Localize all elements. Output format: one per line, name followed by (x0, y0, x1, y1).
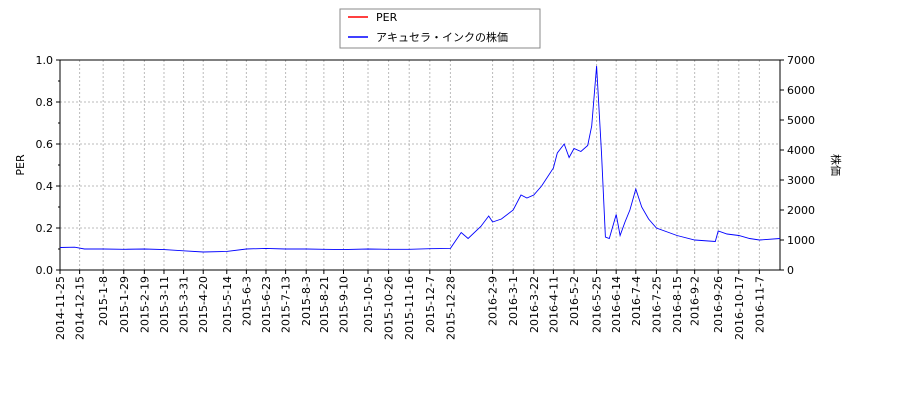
x-tick-label: 2015-1-29 (118, 276, 131, 333)
x-tick-label: 2016-3-1 (507, 276, 520, 326)
x-tick-label: 2015-3-11 (158, 276, 171, 333)
right-tick-label: 4000 (787, 144, 815, 157)
left-tick-label: 0.4 (36, 180, 54, 193)
right-axis-label: 株価 (829, 154, 843, 176)
left-axis: 0.0 0.2 0.4 0.6 0.8 1.0 (36, 54, 60, 277)
x-tick-label: 2015-7-13 (280, 276, 293, 333)
grid (59, 59, 780, 271)
x-tick-label: 2016-7-4 (630, 276, 643, 326)
right-tick-label: 7000 (787, 54, 815, 67)
x-tick-label: 2015-2-19 (138, 276, 151, 333)
x-tick-label: 2016-8-15 (671, 276, 684, 333)
left-tick-label: 0.0 (36, 264, 54, 277)
x-tick-label: 2016-2-9 (487, 276, 500, 326)
right-tick-label: 1000 (787, 234, 815, 247)
x-tick-label: 2016-4-11 (547, 276, 560, 333)
x-tick-label: 2016-9-26 (712, 276, 725, 333)
x-tick-label: 2015-11-16 (403, 276, 416, 340)
right-tick-label: 3000 (787, 174, 815, 187)
right-tick-label: 0 (787, 264, 794, 277)
x-tick-label: 2015-12-28 (444, 276, 457, 340)
left-tick-label: 0.2 (36, 222, 54, 235)
legend-box (339, 8, 541, 49)
legend: PER アキュセラ・インクの株価 (339, 8, 541, 49)
left-tick-label: 1.0 (36, 54, 54, 67)
right-tick-label: 5000 (787, 114, 815, 127)
series-line-1 (59, 65, 781, 253)
x-tick-label: 2015-5-14 (221, 276, 234, 333)
x-tick-label: 2016-5-2 (568, 276, 581, 326)
left-tick-label: 0.8 (36, 96, 54, 109)
right-tick-label: 2000 (787, 204, 815, 217)
x-tick-label: 2016-6-14 (610, 276, 623, 333)
x-tick-label: 2014-12-15 (74, 276, 87, 340)
x-tick-label: 2015-10-5 (362, 276, 375, 333)
left-tick-label: 0.6 (36, 138, 54, 151)
x-tick-label: 2015-8-3 (300, 276, 313, 326)
x-tick-label: 2016-9-2 (689, 276, 702, 326)
x-tick-label: 2016-10-17 (733, 276, 746, 340)
x-tick-label: 2015-8-21 (318, 276, 331, 333)
right-tick-label: 6000 (787, 84, 815, 97)
x-tick-label: 2015-6-23 (260, 276, 273, 333)
x-tick-label: 2014-11-25 (54, 276, 67, 340)
x-tick-label: 2015-1-8 (97, 276, 110, 326)
x-tick-label: 2016-3-22 (528, 276, 541, 333)
x-tick-label: 2016-11-7 (753, 276, 766, 333)
x-tick-label: 2015-12-7 (424, 276, 437, 333)
x-tick-label: 2016-5-25 (591, 276, 604, 333)
right-axis: 0 1000 2000 3000 4000 5000 6000 7000 (780, 54, 815, 277)
series-layer (59, 65, 781, 253)
x-tick-label: 2015-3-31 (178, 276, 191, 333)
legend-label-per: PER (376, 11, 398, 24)
x-tick-label: 2015-4-20 (197, 276, 210, 333)
plot-frame (59, 59, 781, 271)
legend-label-price: アキュセラ・インクの株価 (376, 30, 508, 44)
x-tick-label: 2015-10-26 (383, 276, 396, 340)
x-tick-label: 2016-7-25 (650, 276, 663, 333)
x-tick-label: 2015-6-3 (240, 276, 253, 326)
x-axis: 2014-11-25 2014-12-15 2015-1-8 2015-1-29 201… (54, 270, 766, 340)
left-axis-label: PER (14, 154, 27, 176)
x-tick-label: 2015-9-10 (337, 276, 350, 333)
